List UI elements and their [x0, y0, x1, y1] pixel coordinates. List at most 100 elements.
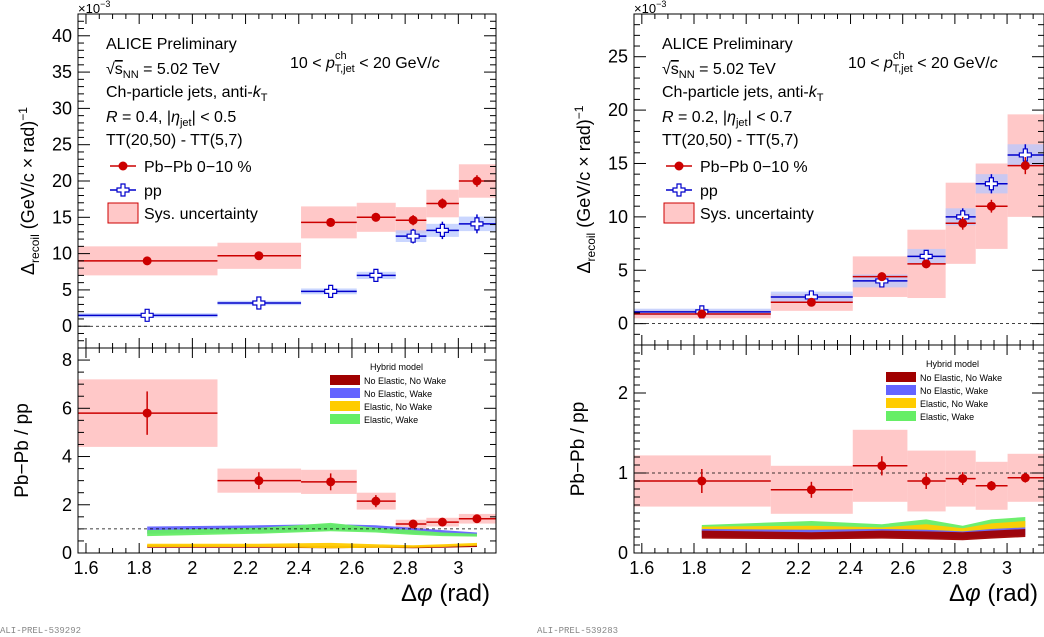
y-tick-label: 25 — [608, 47, 628, 67]
pbpb-marker — [408, 215, 418, 225]
y-tick-label: 5 — [618, 260, 628, 280]
legend-pbpb-marker — [118, 161, 128, 171]
y-tick-label: 30 — [52, 98, 72, 118]
legend-pbpb-marker — [674, 161, 684, 171]
pp-marker — [369, 268, 383, 282]
legend-entry-pbpb: Pb−Pb 0−10 % — [144, 159, 252, 176]
legend-pt-range: 10 < pch T,jet < 20 GeV/c — [290, 50, 440, 75]
pbpb-marker — [921, 259, 931, 269]
model-legend-label: No Elastic, Wake — [364, 389, 432, 399]
ratio-marker — [371, 496, 381, 506]
legend-energy: √sNN = 5.02 TeV — [662, 61, 776, 81]
x-axis-title: Δφ (rad) — [401, 580, 490, 607]
x-tick-label: 1.6 — [73, 558, 98, 578]
pbpb-marker — [254, 251, 264, 261]
legend-entry-sys: Sys. uncertainty — [700, 206, 814, 223]
x-tick-label: 2.8 — [942, 558, 967, 578]
y-tick-label-ratio: 1 — [618, 463, 628, 483]
ratio-marker — [254, 476, 264, 486]
ratio-marker — [986, 481, 996, 491]
model-legend-swatch — [330, 414, 360, 424]
x-axis-title: Δφ (rad) — [949, 580, 1038, 607]
legend-sys-swatch — [663, 202, 695, 224]
y-exponent-label: ×10−3 — [78, 0, 110, 16]
model-legend-label: No Elastic, No Wake — [920, 373, 1002, 383]
pbpb-marker — [1020, 161, 1030, 171]
model-legend-swatch — [330, 375, 360, 385]
pp-marker — [324, 284, 338, 298]
pbpb-marker — [371, 212, 381, 222]
model-legend-label: No Elastic, No Wake — [364, 376, 446, 386]
legend-pp-marker — [116, 183, 130, 197]
legend-entry-pp: pp — [700, 183, 718, 200]
y-tick-label-ratio: 4 — [62, 447, 72, 467]
ratio-marker — [1020, 473, 1030, 483]
y-tick-label: 15 — [52, 207, 72, 227]
pbpb-marker — [437, 199, 447, 209]
y-tick-label: 40 — [52, 26, 72, 46]
legend-experiment: ALICE Preliminary — [662, 36, 793, 53]
pp-marker — [406, 229, 420, 243]
model-band — [147, 522, 477, 537]
x-tick-label: 1.6 — [629, 558, 654, 578]
pp-marker — [252, 296, 266, 310]
legend-jets: Ch-particle jets, anti-kT — [106, 84, 268, 104]
x-tick-label: 2.8 — [393, 558, 418, 578]
y-tick-label-ratio: 2 — [62, 495, 72, 515]
x-tick-label: 2.4 — [838, 558, 863, 578]
pbpb-marker — [958, 218, 968, 228]
model-legend-swatch — [330, 401, 360, 411]
y-axis-title-top: Δrecoil (GeV/c × rad)−1 — [572, 105, 598, 273]
y-exponent-label: ×10−3 — [634, 0, 666, 16]
y-tick-label-ratio: 0 — [618, 543, 628, 563]
ratio-marker — [472, 514, 482, 524]
x-tick-label: 2.6 — [339, 558, 364, 578]
ratio-marker — [806, 485, 816, 495]
pbpb-marker — [986, 201, 996, 211]
pbpb-marker — [806, 297, 816, 307]
left-panel: 1.6 1.8 2 2.2 2.4 2.6 2.8 305101520253035400246… — [12, 0, 497, 607]
legend-sys-swatch — [107, 202, 139, 224]
y-tick-label: 20 — [52, 171, 72, 191]
legend-jets: Ch-particle jets, anti-kT — [662, 84, 824, 104]
pp-marker — [470, 217, 484, 231]
legend-radius: R = 0.4, |ηjet| < 0.5 — [106, 109, 236, 129]
y-tick-label: 0 — [618, 314, 628, 334]
model-legend-title: Hybrid model — [370, 362, 423, 372]
bottom-frame — [77, 347, 497, 554]
ratio-marker — [877, 461, 887, 471]
pbpb-marker — [142, 256, 152, 266]
model-legend-label: Elastic, Wake — [364, 415, 418, 425]
right-panel: 1.6 1.8 2 2.2 2.4 2.6 2.8 3 0 5 10 15 20 25 0 1 2 ×10−3 Δr… — [568, 0, 1044, 607]
legend-entry-pp: pp — [144, 183, 162, 200]
y-tick-label: 10 — [52, 244, 72, 264]
y-tick-label-ratio: 2 — [618, 383, 628, 403]
ratio-marker — [408, 519, 418, 529]
legend-experiment: ALICE Preliminary — [106, 36, 237, 53]
pp-marker — [140, 308, 154, 322]
y-tick-label-ratio: 8 — [62, 350, 72, 370]
y-tick-label: 0 — [62, 316, 72, 336]
pbpb-marker — [877, 272, 887, 282]
pbpb-marker — [326, 217, 336, 227]
x-tick-label: 2.4 — [286, 558, 311, 578]
ratio-marker — [958, 474, 968, 484]
x-tick-label: 1.8 — [681, 558, 706, 578]
x-tick-label: 2 — [741, 558, 751, 578]
y-tick-label: 15 — [608, 153, 628, 173]
y-tick-label: 25 — [52, 135, 72, 155]
x-tick-label: 2.6 — [890, 558, 915, 578]
y-axis-title-bottom: Pb−Pb / pp — [568, 402, 589, 497]
footer-left: ALI-PREL-539292 — [0, 626, 81, 636]
model-legend-label: Elastic, Wake — [920, 412, 974, 422]
legend-pt-range: 10 < pch T,jet < 20 GeV/c — [848, 50, 998, 75]
model-legend-swatch — [886, 398, 916, 408]
model-legend-label: Elastic, No Wake — [364, 402, 432, 412]
y-tick-label: 35 — [52, 62, 72, 82]
pp-marker — [435, 223, 449, 237]
legend-tt: TT(20,50) - TT(5,7) — [106, 132, 243, 149]
model-legend-swatch — [886, 411, 916, 421]
model-legend-swatch — [886, 372, 916, 382]
model-legend-label: No Elastic, Wake — [920, 386, 988, 396]
